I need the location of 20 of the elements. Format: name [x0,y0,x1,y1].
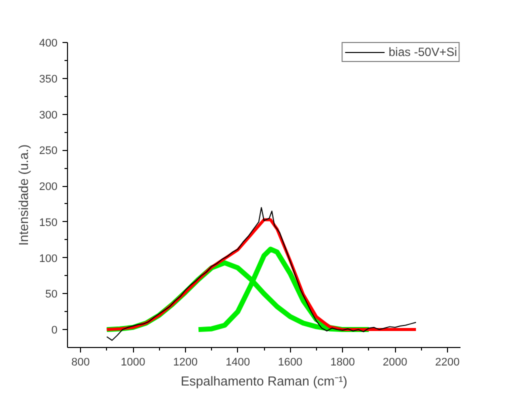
x-tick-label: 1200 [173,356,198,368]
y-tick-label: 0 [51,324,58,337]
y-tick-label: 250 [39,145,58,158]
y-tick-label: 50 [45,288,58,301]
x-tick-label: 800 [71,356,90,368]
y-tick-label: 100 [39,252,58,265]
y-tick-label: 400 [39,38,58,50]
x-tick-label: 1400 [226,356,250,368]
x-tick-label: 1800 [330,356,355,368]
y-axis-title: Intensidade (u.a.) [16,144,32,246]
y-tick-label: 200 [39,181,58,194]
legend-label: bias -50V+Si [388,45,457,59]
x-tick-label: 1600 [278,356,302,368]
x-tick-label: 2000 [382,356,408,368]
y-tick-label: 300 [39,109,58,122]
y-tick-label: 350 [39,73,58,86]
x-tick-label: 1000 [120,356,146,368]
y-tick-label: 150 [39,216,58,229]
x-tick-label: 2200 [435,356,460,368]
x-axis-title: Espalhamento Raman (cm⁻¹) [180,374,348,388]
